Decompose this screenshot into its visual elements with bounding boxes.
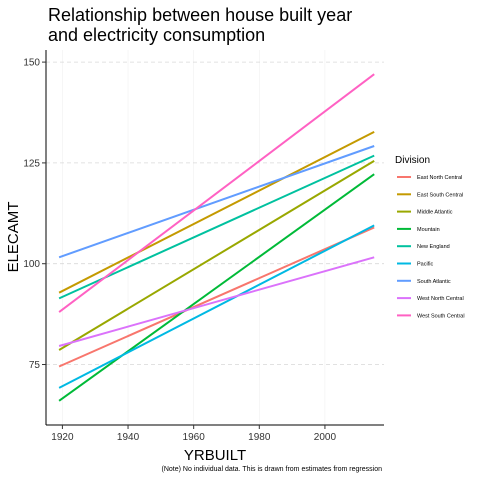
legend-label: Middle Atlantic xyxy=(417,210,453,216)
series-line xyxy=(58,226,375,368)
y-tick-label: 125 xyxy=(23,158,40,169)
x-tick-label: 1980 xyxy=(248,432,271,443)
legend-label: West South Central xyxy=(417,313,465,319)
y-tick-label: 150 xyxy=(23,58,40,69)
x-tick-label: 1920 xyxy=(51,432,74,443)
legend: East North Central East South Central Midd… xyxy=(397,175,465,319)
legend-label: East South Central xyxy=(417,192,463,198)
series-line xyxy=(58,224,375,389)
chart-title-line-2: and electricity consumption xyxy=(48,25,265,45)
y-axis-label: ELECAMT xyxy=(5,202,22,273)
series-line xyxy=(58,145,375,259)
legend-title: Division xyxy=(395,155,430,166)
legend-label: New England xyxy=(417,244,450,250)
legend-label: West North Central xyxy=(417,296,464,302)
series-line xyxy=(58,160,375,351)
y-tick-label: 75 xyxy=(29,360,41,371)
x-tick-label: 1940 xyxy=(117,432,140,443)
x-tick-label: 1960 xyxy=(183,432,206,443)
legend-label: South Atlantic xyxy=(417,279,451,285)
series-line xyxy=(58,131,375,294)
series-line xyxy=(58,73,375,313)
legend-label: Mountain xyxy=(417,227,440,233)
legend-label: Pacific xyxy=(417,262,433,268)
series-lines xyxy=(58,73,375,402)
series-line xyxy=(58,256,375,347)
series-line xyxy=(58,154,375,300)
chart-caption: (Note) No individual data. This is drawn… xyxy=(162,466,383,473)
chart-title-line-1: Relationship between house built year xyxy=(48,5,352,25)
series-line xyxy=(58,173,375,402)
x-tick-label: 2000 xyxy=(314,432,337,443)
y-tick-label: 100 xyxy=(23,259,40,270)
axis-ticks: 1920 1940 1960 1980 2000 75 100 125 150 xyxy=(23,58,336,443)
legend-label: East North Central xyxy=(417,175,462,181)
x-axis-label: YRBUILT xyxy=(184,447,246,464)
